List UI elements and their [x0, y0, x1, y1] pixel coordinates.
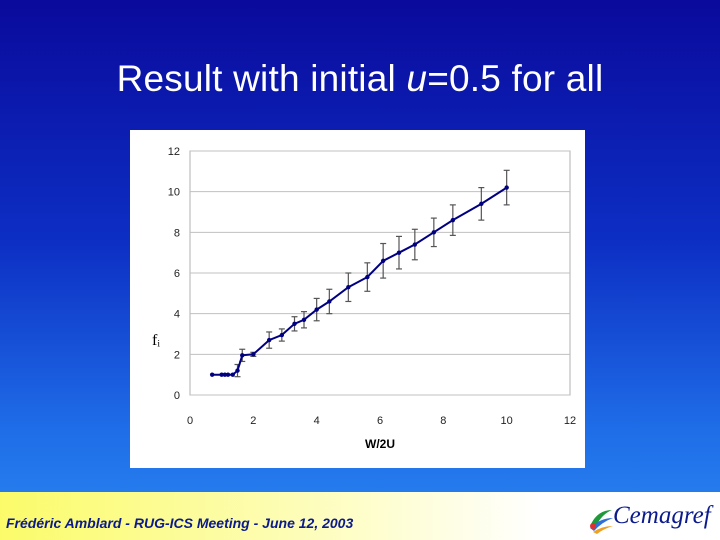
chart-panel: 0 2 4 6 8 10 12 0 2 4 6 8 10 12 W/2U fᵢ: [130, 130, 585, 468]
data-point: [327, 299, 332, 304]
title-prefix: Result with initial: [116, 58, 407, 99]
data-point: [225, 372, 231, 377]
y-axis-title: fᵢ: [152, 332, 160, 349]
data-point: [412, 242, 418, 247]
data-point: [301, 317, 307, 322]
series-line: [212, 186, 508, 376]
x-tick-label: 4: [314, 415, 320, 427]
data-point: [266, 337, 272, 343]
footer-credit: Frédéric Amblard - RUG-ICS Meeting - Jun…: [6, 515, 354, 531]
x-tick-label: 6: [377, 415, 383, 427]
x-axis-title: W/2U: [365, 437, 395, 451]
data-point: [251, 352, 256, 357]
x-tick-label: 10: [501, 415, 513, 427]
x-tick-label: 8: [440, 415, 446, 427]
data-point: [209, 372, 215, 377]
data-point: [365, 274, 370, 280]
data-point: [230, 372, 235, 377]
logo-mark-icon: [590, 510, 613, 534]
data-point: [235, 368, 240, 373]
x-tick-label: 12: [564, 415, 576, 427]
chart: 0 2 4 6 8 10 12 0 2 4 6 8 10 12 W/2U fᵢ: [152, 146, 576, 451]
data-point: [504, 185, 509, 190]
data-point: [314, 307, 319, 312]
y-tick-label: 8: [174, 227, 180, 239]
data-point: [240, 353, 245, 358]
data-point: [450, 217, 456, 223]
axis-layer: 0 2 4 6 8 10 12 0 2 4 6 8 10 12: [168, 146, 576, 427]
y-tick-label: 2: [174, 349, 180, 361]
data-point: [479, 201, 484, 207]
data-point: [431, 230, 437, 235]
y-tick-label: 6: [174, 268, 180, 280]
title-suffix: =0.5 for all: [427, 58, 604, 99]
cemagref-logo: Cemagref: [588, 500, 713, 536]
y-tick-label: 0: [174, 390, 180, 402]
logo-text: Cemagref: [613, 502, 711, 529]
data-point: [222, 372, 228, 377]
data-points: [209, 185, 509, 377]
slide-title: Result with initial u=0.5 for all: [0, 58, 720, 100]
y-tick-label: 10: [168, 187, 180, 199]
y-tick-label: 4: [174, 309, 180, 321]
data-point: [396, 250, 402, 255]
data-point: [292, 321, 297, 327]
data-point: [380, 258, 386, 263]
data-point: [346, 285, 351, 290]
data-point: [219, 372, 224, 377]
title-variable: u: [406, 58, 428, 99]
data-point: [279, 332, 285, 338]
y-tick-label: 12: [168, 146, 180, 158]
x-tick-label: 0: [187, 415, 193, 427]
x-tick-label: 2: [250, 415, 256, 427]
grid-layer: [189, 150, 571, 396]
